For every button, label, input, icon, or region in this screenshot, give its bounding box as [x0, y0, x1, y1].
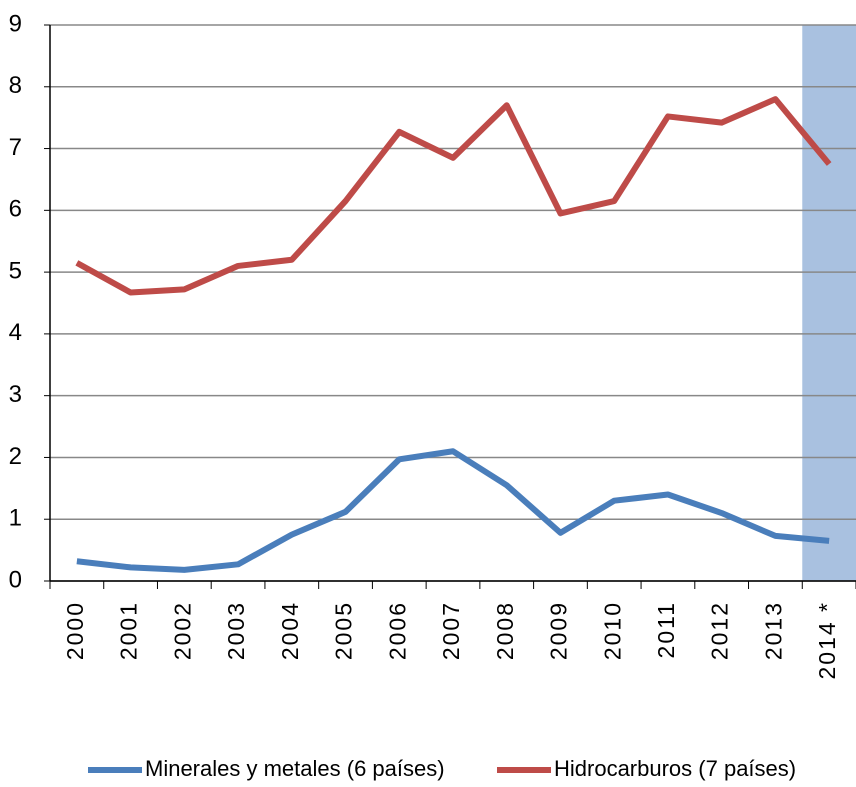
- x-tick-label: 2010: [599, 601, 625, 660]
- x-tick-label: 2013: [760, 601, 786, 660]
- y-tick-label: 6: [9, 196, 22, 223]
- y-tick-label: 0: [9, 566, 22, 593]
- y-tick-label: 2: [9, 443, 22, 470]
- x-tick-label: 2012: [707, 601, 733, 660]
- x-tick-label: 2006: [384, 601, 410, 660]
- y-tick-label: 9: [9, 10, 22, 37]
- legend-label: Hidrocarburos (7 países): [554, 756, 796, 781]
- y-tick-label: 5: [9, 257, 22, 284]
- y-tick-label: 8: [9, 72, 22, 99]
- y-tick-label: 1: [9, 505, 22, 532]
- series-line: [75, 96, 832, 296]
- x-tick-label: 2011: [653, 601, 679, 658]
- x-tick-label: 2008: [492, 601, 518, 660]
- y-tick-label: 4: [9, 319, 22, 346]
- x-tick-label: 2002: [169, 601, 195, 660]
- x-tick-label: 2000: [62, 601, 88, 660]
- legend-label: Minerales y metales (6 países): [145, 756, 445, 781]
- x-tick-label: 2003: [223, 601, 249, 660]
- x-tick-label: 2009: [546, 601, 572, 660]
- x-tick-label: 2007: [438, 601, 464, 660]
- x-tick-label: 2001: [116, 601, 142, 660]
- highlight-band: [802, 25, 856, 581]
- series-line: [76, 448, 830, 573]
- y-tick-label: 3: [9, 381, 22, 408]
- y-tick-label: 7: [9, 134, 22, 161]
- x-tick-label: 2014 *: [814, 601, 840, 680]
- x-tick-label: 2005: [331, 601, 357, 660]
- x-tick-label: 2004: [277, 601, 303, 660]
